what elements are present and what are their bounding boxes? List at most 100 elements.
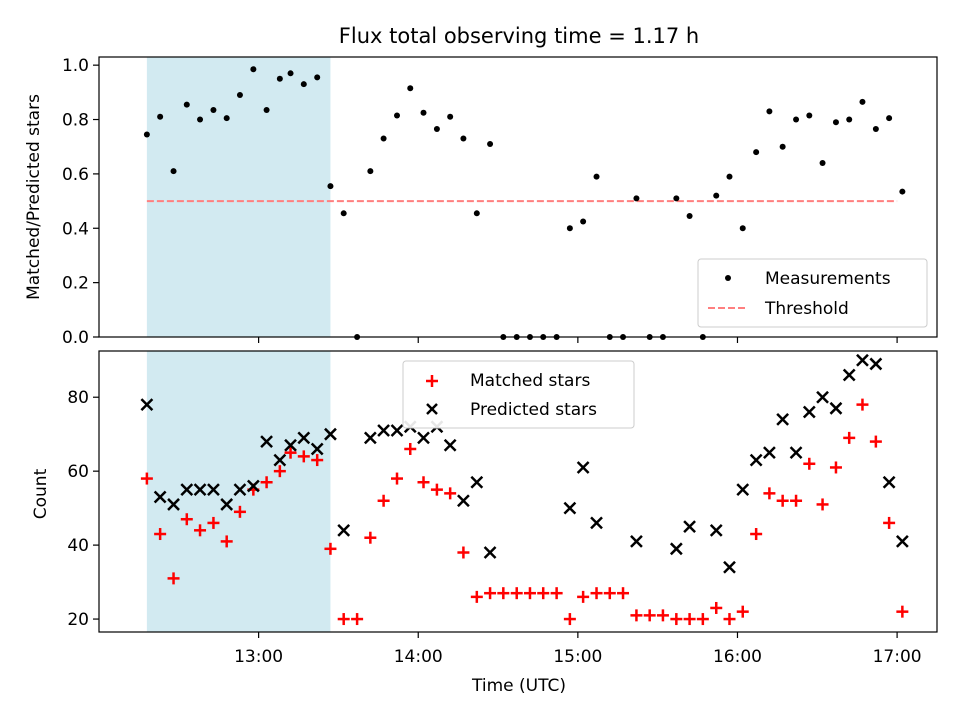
predicted-point-32 (709, 523, 723, 537)
predicted-point-26 (563, 501, 577, 515)
matched-point-11 (284, 446, 297, 459)
measurement-point-37 (633, 195, 640, 202)
top-y-axis-label: Matched/Predicted stars (24, 94, 44, 300)
predicted-point-46 (895, 535, 909, 548)
measurement-point-1 (157, 113, 164, 120)
measurement-point-3 (183, 101, 190, 108)
predicted-point-42 (842, 368, 856, 382)
measurement-point-13 (314, 74, 321, 81)
matched-point-28 (510, 587, 523, 600)
matched-point-22 (430, 483, 443, 496)
matched-point-19 (391, 472, 404, 485)
top-y-tick-label-3: 0.6 (62, 165, 89, 185)
predicted-point-39 (802, 405, 816, 419)
measurement-point-7 (236, 92, 243, 99)
predicted-point-9 (260, 435, 273, 448)
x-axis-label: Time (UTC) (471, 676, 566, 696)
predicted-point-1 (153, 490, 167, 504)
measurement-point-54 (859, 98, 866, 105)
predicted-point-11 (284, 438, 297, 452)
bottom-x-ticks: 13:00 14:00 15:00 16:00 17:00 (234, 632, 922, 667)
matched-point-3 (180, 513, 193, 526)
measurement-point-55 (872, 126, 879, 133)
predicted-point-36 (763, 446, 776, 460)
measurement-point-50 (806, 112, 813, 119)
matched-point-23 (444, 487, 457, 500)
matched-point-14 (324, 542, 337, 555)
matched-point-49 (790, 494, 803, 507)
bottom-y-tick-label-3: 80 (67, 388, 89, 408)
measurement-point-33 (580, 218, 587, 225)
matched-point-16 (351, 613, 364, 626)
matched-point-24 (457, 546, 470, 559)
measurement-point-8 (250, 66, 257, 73)
predicted-point-37 (776, 413, 790, 426)
measurement-point-45 (739, 225, 746, 232)
measurement-point-21 (420, 109, 427, 116)
predicted-point-38 (789, 446, 803, 460)
matched-point-53 (843, 431, 856, 444)
matched-point-7 (233, 505, 246, 518)
measurement-point-32 (566, 225, 573, 232)
top-y-tick-label-0: 0.0 (62, 328, 89, 348)
bottom-y-ticks: 20 40 60 80 (67, 388, 99, 630)
measurement-point-49 (793, 116, 800, 123)
top-y-tick-label-5: 1.0 (62, 56, 89, 76)
measurement-point-20 (407, 85, 414, 92)
matched-point-20 (404, 442, 417, 455)
matched-point-10 (273, 465, 286, 478)
measurement-point-44 (726, 173, 733, 180)
x-tick-label-1: 14:00 (394, 647, 443, 667)
chart-title: Flux total observing time = 1.17 h (339, 24, 699, 48)
bottom-legend: Matched stars Predicted stars (402, 360, 635, 429)
bottom-panel: 20 40 60 80 13:00 14:00 15:00 16:00 17:00 Count… (31, 350, 938, 696)
matched-point-50 (803, 457, 816, 470)
matched-point-2 (167, 572, 180, 585)
matched-point-25 (470, 590, 483, 603)
matched-point-48 (776, 494, 789, 507)
measurement-point-5 (210, 107, 217, 114)
top-panel: 0.0 0.2 0.4 0.6 0.8 1.0 Matched/Predicted sta… (24, 56, 938, 348)
measurement-point-19 (394, 112, 401, 119)
predicted-point-34 (736, 483, 750, 497)
predicted-point-28 (590, 516, 603, 530)
bottom-y-tick-label-0: 20 (67, 610, 89, 630)
measurement-point-52 (832, 119, 839, 126)
predicted-point-8 (246, 479, 260, 493)
legend-predicted-label: Predicted stars (470, 400, 597, 420)
bottom-marks (140, 353, 909, 626)
measurement-point-43 (713, 192, 720, 199)
predicted-point-25 (483, 546, 497, 559)
predicted-point-4 (193, 483, 207, 497)
predicted-point-3 (180, 483, 194, 497)
matched-point-4 (194, 524, 207, 537)
bottom-y-tick-label-1: 40 (67, 536, 89, 556)
measurement-point-46 (753, 149, 760, 156)
matched-point-36 (617, 587, 630, 600)
predicted-point-20 (417, 431, 430, 445)
matched-point-35 (603, 587, 616, 600)
top-y-ticks: 0.0 0.2 0.4 0.6 0.8 1.0 (62, 56, 99, 348)
measurement-point-0 (143, 131, 150, 138)
predicted-point-33 (723, 560, 736, 574)
matched-point-9 (260, 476, 273, 489)
predicted-point-40 (816, 390, 829, 404)
matched-point-51 (816, 498, 829, 511)
matched-point-47 (763, 487, 776, 500)
predicted-point-44 (869, 357, 883, 371)
top-axes-frame (98, 56, 938, 338)
matched-point-1 (154, 528, 167, 541)
legend-matched-marker (426, 375, 438, 387)
legend-measurements-label: Measurements (765, 269, 891, 289)
measurement-point-11 (287, 70, 294, 77)
measurement-point-40 (673, 195, 680, 202)
measurement-point-23 (447, 113, 454, 120)
matched-point-13 (311, 454, 324, 467)
measurement-point-2 (170, 168, 177, 175)
top-legend-box (697, 258, 928, 328)
predicted-point-5 (207, 483, 220, 497)
matched-point-44 (723, 613, 736, 626)
measurement-point-6 (223, 115, 230, 122)
predicted-point-27 (576, 461, 590, 474)
